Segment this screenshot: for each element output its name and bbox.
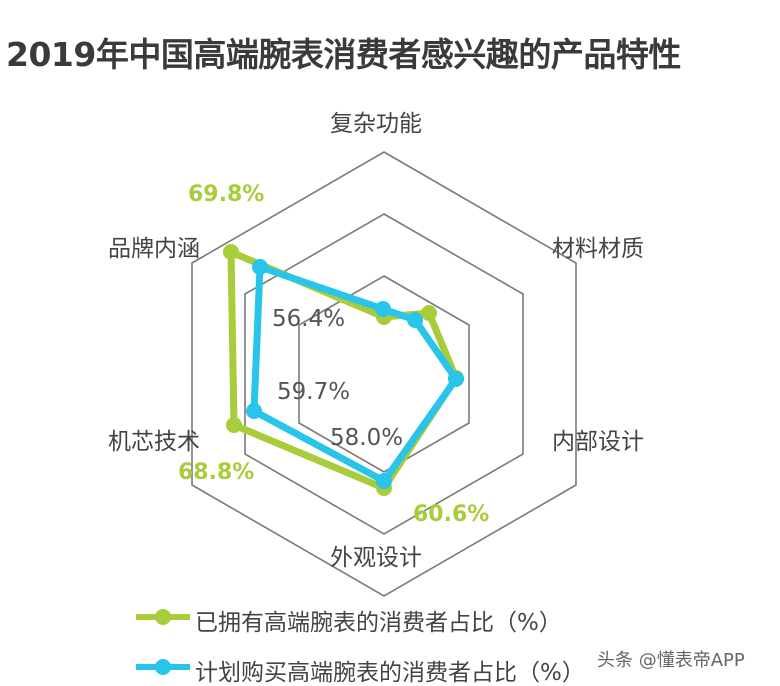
value-label-gray-2: 59.7% — [277, 379, 351, 405]
legend-item-planning: 计划购买高端腕表的消费者占比（%） — [195, 660, 585, 686]
grid-ring-outer — [191, 151, 577, 597]
axis-label-materials: 材料材质 — [552, 236, 644, 262]
grid-ring-middle — [244, 213, 524, 535]
axis-label-brand: 品牌内涵 — [108, 236, 200, 262]
value-label-gray-1: 56.4% — [272, 306, 346, 332]
grid-ring-inner — [298, 275, 470, 473]
watermark: 头条 @懂表帝APP — [597, 650, 745, 671]
legend-markers — [136, 609, 190, 675]
value-label-appearance-owned: 60.6% — [413, 502, 490, 527]
radar-grid — [191, 151, 577, 597]
axis-label-movement-tech: 机芯技术 — [108, 429, 200, 455]
value-label-movement-owned: 68.8% — [178, 460, 255, 485]
series-planning — [246, 259, 464, 489]
axis-label-appearance-design: 外观设计 — [330, 545, 422, 571]
value-label-gray-3: 58.0% — [330, 425, 404, 451]
legend-item-owned: 已拥有高端腕表的消费者占比（%） — [195, 610, 562, 636]
axis-label-complex-functions: 复杂功能 — [330, 111, 422, 137]
chart-title: 2019年中国高端腕表消费者感兴趣的产品特性 — [6, 35, 681, 74]
value-label-brand-owned: 69.8% — [188, 182, 265, 207]
axis-label-internal-design: 内部设计 — [552, 429, 644, 455]
